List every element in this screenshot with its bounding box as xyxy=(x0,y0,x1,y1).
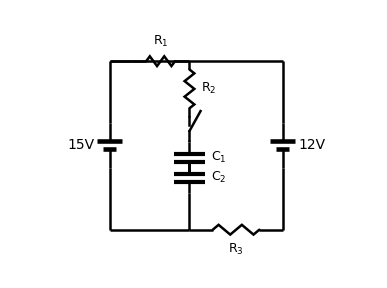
Text: C$_2$: C$_2$ xyxy=(211,170,226,185)
Text: 15V: 15V xyxy=(67,139,94,152)
Text: R$_2$: R$_2$ xyxy=(201,81,216,96)
Text: R$_3$: R$_3$ xyxy=(228,242,244,257)
Text: C$_1$: C$_1$ xyxy=(211,150,226,165)
Text: R$_1$: R$_1$ xyxy=(153,33,168,49)
Text: 12V: 12V xyxy=(298,139,325,152)
